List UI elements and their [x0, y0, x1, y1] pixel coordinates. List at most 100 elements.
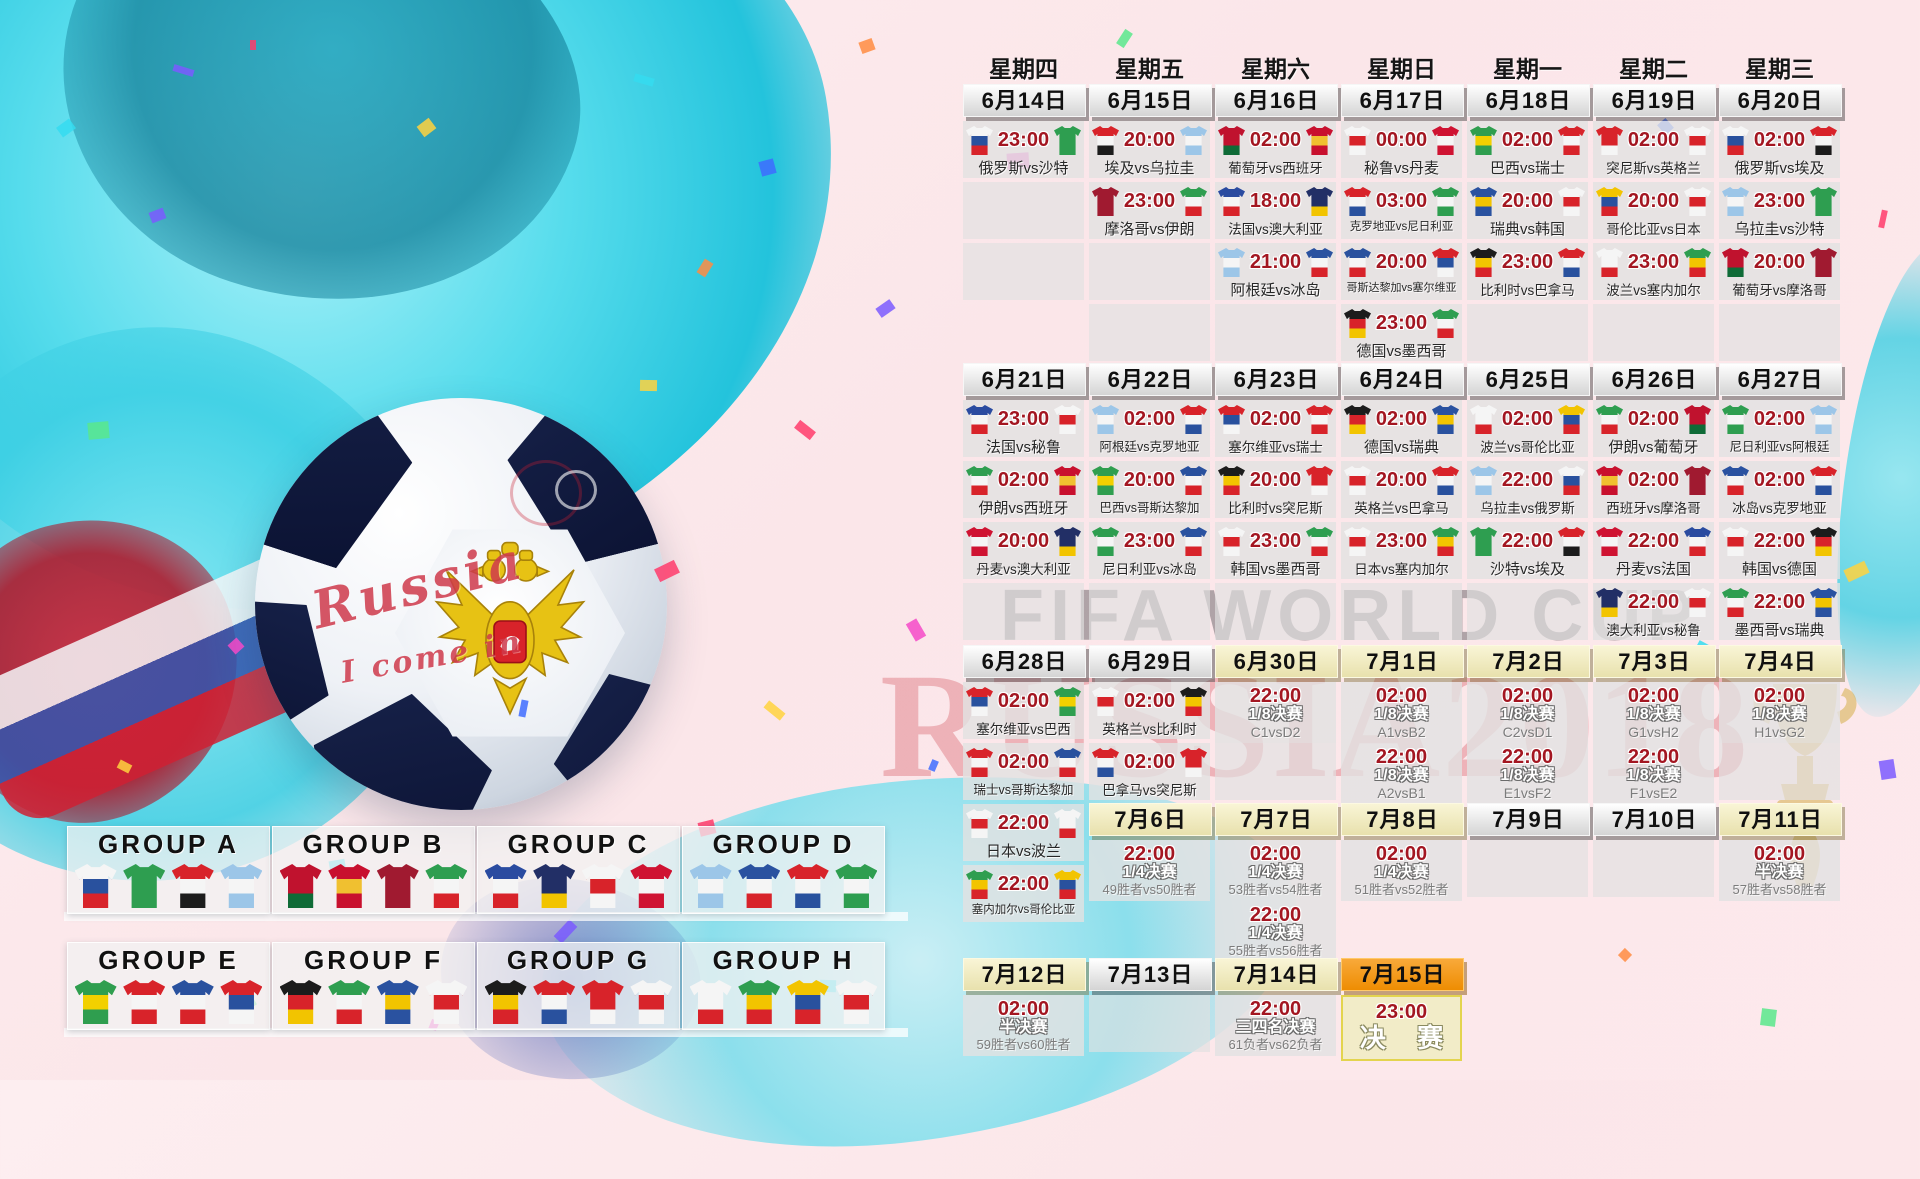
- match-cell: 02:00 葡萄牙vs西班牙: [1215, 121, 1336, 178]
- empty-cell: [1089, 304, 1210, 361]
- match-time: 20:00: [1501, 190, 1554, 212]
- match-time-row: 02:00: [963, 682, 1084, 718]
- match-time: 23:00: [997, 408, 1050, 430]
- date-bar: 6月21日: [963, 363, 1086, 396]
- team-jersey-icon: [1722, 248, 1749, 277]
- empty-cell: [1215, 304, 1336, 361]
- team-jersey-icon: [220, 864, 263, 908]
- date-bar: 7月3日: [1593, 645, 1716, 678]
- matchup-code: C1vsD2: [1250, 724, 1301, 740]
- match-time-row: 02:00: [1089, 682, 1210, 718]
- date-bar: 6月29日: [1089, 645, 1212, 678]
- team-jersey-icon: [1344, 527, 1371, 556]
- date-bar: 6月20日: [1719, 84, 1842, 117]
- match-cell: 02:00 塞尔维亚vs瑞士: [1215, 400, 1336, 457]
- group-box: GROUP G: [477, 942, 680, 1030]
- team-jersey-icon: [1180, 405, 1207, 434]
- match-name: 西班牙vs摩洛哥: [1606, 501, 1701, 516]
- matchup-code: G1vsH2: [1628, 724, 1679, 740]
- final-label: 决 赛: [1359, 1023, 1456, 1053]
- group-jersey-row: [273, 864, 474, 908]
- knockout-cell: 02:00 半决赛 59胜者vs60胜者: [963, 995, 1084, 1056]
- team-jersey-icon: [1470, 187, 1497, 216]
- knockout-cell: 22:00 1/4决赛 55胜者vs56胜者: [1215, 901, 1336, 962]
- team-jersey-icon: [1470, 248, 1497, 277]
- match-time-row: 22:00: [1467, 461, 1588, 497]
- match-name: 日本vs塞内加尔: [1354, 562, 1449, 577]
- match-time: 02:00: [1753, 843, 1806, 865]
- confetti-piece: [639, 379, 658, 392]
- team-jersey-icon: [1596, 248, 1623, 277]
- team-jersey-icon: [123, 864, 166, 908]
- stage-label: 1/4决赛: [1248, 864, 1303, 881]
- knockout-cell: 02:00 半决赛 57胜者vs58胜者: [1719, 840, 1840, 901]
- match-time-row: 02:00: [1215, 121, 1336, 157]
- team-jersey-icon: [1306, 466, 1333, 495]
- team-jersey-icon: [1722, 126, 1749, 155]
- knockout-cell: 22:00 1/8决赛 E1vsF2: [1467, 743, 1588, 804]
- match-cell: 22:00 丹麦vs法国: [1593, 522, 1714, 579]
- group-title: GROUP G: [506, 945, 651, 975]
- match-time: 20:00: [1627, 190, 1680, 212]
- match-time-row: 22:00: [1719, 522, 1840, 558]
- match-cell: 23:00 尼日利亚vs冰岛: [1089, 522, 1210, 579]
- team-jersey-icon: [1810, 187, 1837, 216]
- match-time-row: 02:00: [1593, 400, 1714, 436]
- match-name: 韩国vs德国: [1741, 561, 1817, 578]
- team-jersey-icon: [1432, 527, 1459, 556]
- team-jersey-icon: [123, 980, 166, 1024]
- match-cell: 22:00 澳大利亚vs秘鲁: [1593, 583, 1714, 640]
- match-name: 哥斯达黎加vs塞尔维亚: [1346, 282, 1457, 294]
- team-jersey-icon: [1218, 527, 1245, 556]
- team-jersey-icon: [1810, 466, 1837, 495]
- match-cell: 23:00 法国vs秘鲁: [963, 400, 1084, 457]
- stage-label: 三四名决赛: [1235, 1019, 1316, 1036]
- date-bar: 6月18日: [1467, 84, 1590, 117]
- team-jersey-icon: [1344, 187, 1371, 216]
- match-name: 俄罗斯vs埃及: [1734, 160, 1825, 177]
- knockout-cell: 22:00 三四名决赛 61负者vs62负者: [1215, 995, 1336, 1056]
- weekday-label: 星期六: [1241, 56, 1310, 82]
- match-time: 23:00: [997, 129, 1050, 151]
- date-bar: 7月13日: [1089, 958, 1212, 991]
- match-time: 22:00: [1375, 746, 1428, 768]
- empty-cell: [1467, 840, 1588, 897]
- match-cell: 23:00 比利时vs巴拿马: [1467, 243, 1588, 300]
- match-cell: 20:00 巴西vs哥斯达黎加: [1089, 461, 1210, 518]
- stage-label: 1/8决赛: [1374, 706, 1429, 723]
- group-jersey-row: [68, 864, 269, 908]
- team-jersey-icon: [1180, 466, 1207, 495]
- empty-cell: [1467, 304, 1588, 361]
- team-jersey-icon: [1344, 309, 1371, 338]
- empty-cell: [1593, 840, 1714, 897]
- date-bar: 7月14日: [1215, 958, 1338, 991]
- match-time: 02:00: [997, 998, 1050, 1020]
- match-time-row: 20:00: [1341, 461, 1462, 497]
- team-jersey-icon: [738, 980, 781, 1024]
- team-jersey-icon: [1684, 588, 1711, 617]
- team-jersey-icon: [1558, 248, 1585, 277]
- match-time: 23:00: [1123, 530, 1176, 552]
- match-cell: 18:00 法国vs澳大利亚: [1215, 182, 1336, 239]
- match-time: 02:00: [1375, 408, 1428, 430]
- group-box: GROUP H: [682, 942, 885, 1030]
- match-name: 尼日利亚vs冰岛: [1102, 562, 1197, 577]
- stage-label: 1/8决赛: [1626, 706, 1681, 723]
- team-jersey-icon: [966, 748, 993, 777]
- match-time: 21:00: [1249, 251, 1302, 273]
- match-cell: 20:00 丹麦vs澳大利亚: [963, 522, 1084, 579]
- team-jersey-icon: [1684, 527, 1711, 556]
- date-bar: 6月22日: [1089, 363, 1212, 396]
- team-jersey-icon: [1722, 187, 1749, 216]
- match-cell: 02:00 英格兰vs比利时: [1089, 682, 1210, 739]
- match-time-row: 23:00: [1215, 522, 1336, 558]
- team-jersey-icon: [1218, 126, 1245, 155]
- match-cell: 22:00 日本vs波兰: [963, 804, 1084, 861]
- match-time: 22:00: [1753, 591, 1806, 613]
- match-time: 23:00: [1753, 190, 1806, 212]
- team-jersey-icon: [533, 864, 576, 908]
- empty-cell: [1593, 304, 1714, 361]
- team-jersey-icon: [1470, 405, 1497, 434]
- team-jersey-icon: [425, 864, 468, 908]
- team-jersey-icon: [1558, 466, 1585, 495]
